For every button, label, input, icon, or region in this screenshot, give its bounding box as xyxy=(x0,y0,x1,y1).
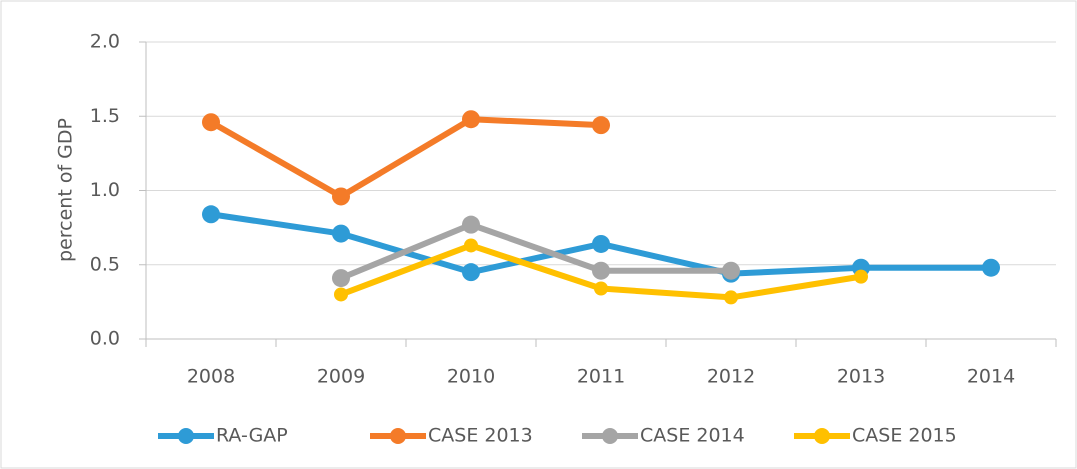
series-line xyxy=(209,116,602,200)
legend-label: CASE 2014 xyxy=(640,425,745,447)
y-tick-label: 0.5 xyxy=(90,253,120,275)
series-marker xyxy=(462,215,480,234)
series-marker xyxy=(592,116,610,135)
series-marker xyxy=(724,290,738,305)
series-line xyxy=(339,221,731,281)
series-marker xyxy=(462,263,480,282)
x-tick-label: 2012 xyxy=(707,366,755,388)
series-marker xyxy=(202,113,220,132)
legend-marker xyxy=(390,428,406,444)
y-tick-label: 1.5 xyxy=(90,105,120,127)
series-marker xyxy=(854,269,868,284)
x-tick-label: 2008 xyxy=(187,366,235,388)
y-tick-label: 1.0 xyxy=(90,179,120,201)
x-tick-label: 2014 xyxy=(967,366,1015,388)
series-marker xyxy=(722,261,740,280)
legend-label: CASE 2015 xyxy=(852,425,957,447)
y-tick-label: 0.0 xyxy=(90,328,120,350)
legend-label: RA-GAP xyxy=(216,425,288,447)
x-tick-label: 2011 xyxy=(577,366,625,388)
y-tick-label: 2.0 xyxy=(90,31,120,53)
x-tick-label: 2013 xyxy=(837,366,885,388)
series-marker xyxy=(464,238,478,253)
x-tick-label: 2009 xyxy=(317,366,365,388)
legend-marker xyxy=(178,428,194,444)
series-marker xyxy=(202,205,220,224)
legend-marker xyxy=(602,428,618,444)
legend-label: CASE 2013 xyxy=(428,425,533,447)
series-marker xyxy=(592,261,610,280)
series-marker xyxy=(334,287,348,302)
series-marker xyxy=(592,234,610,253)
series-marker xyxy=(332,269,350,288)
series-marker xyxy=(594,281,608,296)
legend-marker xyxy=(814,428,830,444)
y-axis-label: percent of GDP xyxy=(55,118,77,262)
x-tick-label: 2010 xyxy=(447,366,495,388)
series-marker xyxy=(462,110,480,129)
series-marker xyxy=(982,258,1000,277)
series-marker xyxy=(332,187,350,206)
series-marker xyxy=(332,224,350,243)
